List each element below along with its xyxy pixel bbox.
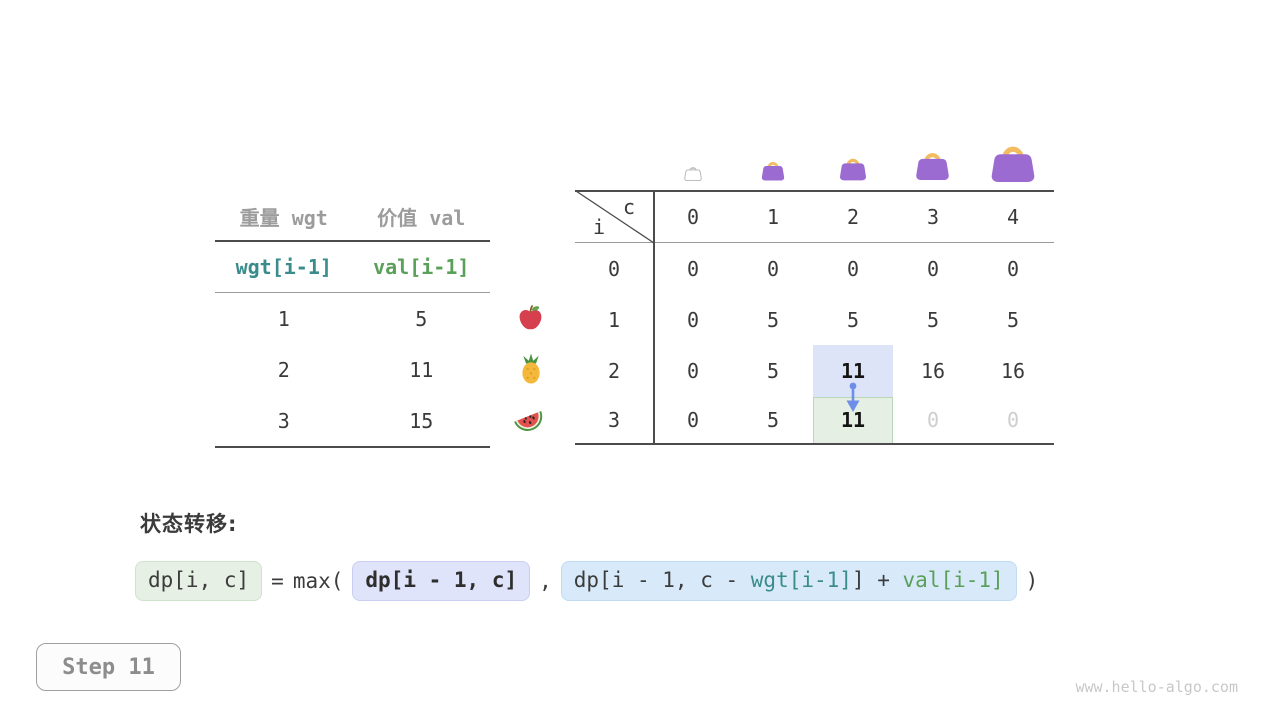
row-header-1: 1	[607, 307, 621, 332]
item-3-value: 15	[409, 408, 434, 433]
watermark: www.hello-algo.com	[1075, 678, 1238, 696]
dp-cell-0-2: 0	[846, 256, 860, 281]
col-header-0: 0	[686, 204, 700, 229]
dp-cell-2-1: 5	[766, 358, 780, 383]
formula-arg2-prefix: dp[i - 1, c -	[573, 568, 751, 593]
dp-cell-3-1: 5	[766, 408, 780, 432]
table-rule	[215, 240, 490, 242]
watermelon-icon	[514, 410, 543, 431]
dp-cell-0-0: 0	[686, 256, 700, 281]
formula-arg1-token: dp[i - 1, c]	[352, 561, 531, 601]
dp-cell-2-2-source: 11	[840, 358, 866, 383]
formula-equals: =	[271, 569, 284, 593]
dp-cell-1-2: 5	[846, 307, 860, 332]
capacity-axis-label: c	[622, 195, 636, 219]
col-header-3: 3	[926, 204, 940, 229]
row-header-3: 3	[607, 408, 621, 432]
item-2-weight: 2	[277, 357, 290, 382]
item-row-1: 1 5	[215, 293, 490, 344]
dp-cell-3-0: 0	[686, 408, 700, 432]
formula-arg2-infix: ] +	[851, 568, 903, 593]
row-header-0: 0	[607, 256, 621, 281]
bag-size-4-icon	[991, 146, 1035, 183]
dp-table-vertical-rule	[653, 190, 655, 445]
wgt-expression: wgt[i-1]	[235, 255, 332, 279]
dp-cell-1-1: 5	[766, 307, 780, 332]
formula-close-paren: )	[1025, 569, 1039, 593]
bag-size-3-icon	[916, 153, 949, 181]
formula-arg2-val: val[i-1]	[902, 568, 1004, 593]
formula-lhs-token: dp[i, c]	[135, 561, 263, 601]
item-row-3: 3 15	[215, 395, 490, 446]
formula-max-open: max(	[292, 569, 344, 593]
formula-arg2-token: dp[i - 1, c - wgt[i-1]] + val[i-1]	[560, 561, 1017, 601]
formula-arg2-wgt: wgt[i-1]	[750, 568, 852, 593]
item-2-value: 11	[409, 357, 434, 382]
dp-cell-0-1: 0	[766, 256, 780, 281]
dp-table-header-rule	[575, 242, 1054, 243]
bag-size-2-icon	[839, 158, 867, 181]
items-table: 重量 wgt 价值 val wgt[i-1] val[i-1] 1 5 2 11…	[215, 192, 490, 448]
dp-table-bottom-rule	[575, 443, 1054, 445]
transition-arrow-icon	[846, 382, 860, 412]
bag-empty-icon	[684, 167, 702, 181]
col-header-2: 2	[846, 204, 860, 229]
pineapple-icon	[522, 353, 540, 384]
dp-cell-0-4: 0	[1006, 256, 1020, 281]
dp-cell-3-4-pending: 0	[1006, 408, 1020, 432]
col-header-4: 4	[1006, 204, 1020, 229]
table-rule	[215, 292, 490, 293]
dp-cell-3-3-pending: 0	[926, 408, 940, 432]
step-badge: Step 11	[36, 643, 181, 691]
dp-cell-2-4: 16	[1000, 358, 1026, 383]
item-3-weight: 3	[277, 408, 290, 433]
dp-cell-1-3: 5	[926, 307, 940, 332]
row-header-2: 2	[607, 358, 621, 383]
dp-cell-0-3: 0	[926, 256, 940, 281]
item-axis-label: i	[592, 215, 606, 239]
dp-table-overlay	[575, 190, 860, 412]
bag-size-1-icon	[761, 162, 785, 181]
dp-cell-1-4: 5	[1006, 307, 1020, 332]
dp-table-top-rule	[575, 190, 1054, 192]
item-1-weight: 1	[277, 306, 290, 331]
state-transition-label: 状态转移:	[140, 512, 238, 536]
items-table-header: 重量 wgt 价值 val	[215, 192, 490, 240]
col-header-1: 1	[766, 204, 780, 229]
table-rule	[215, 446, 490, 448]
apple-icon	[519, 305, 542, 330]
state-transition-formula: dp[i, c] = max( dp[i - 1, c] , dp[i - 1,…	[135, 560, 1038, 602]
dp-cell-2-0: 0	[686, 358, 700, 383]
corner-diagonal-line	[575, 190, 655, 244]
weight-column-header: 重量 wgt	[239, 205, 328, 230]
items-table-subheader: wgt[i-1] val[i-1]	[215, 242, 490, 292]
val-expression: val[i-1]	[373, 255, 470, 279]
dp-cell-1-0: 0	[686, 307, 700, 332]
formula-comma: ,	[539, 569, 552, 593]
item-row-2: 2 11	[215, 344, 490, 395]
dp-cell-2-3: 16	[920, 358, 946, 383]
item-1-value: 5	[415, 306, 428, 331]
dp-table: c i 0 1 2 3 4 0 1 2 3 0 0 0 0 0 0 5 5 5 …	[575, 190, 1054, 446]
value-column-header: 价值 val	[377, 205, 466, 230]
